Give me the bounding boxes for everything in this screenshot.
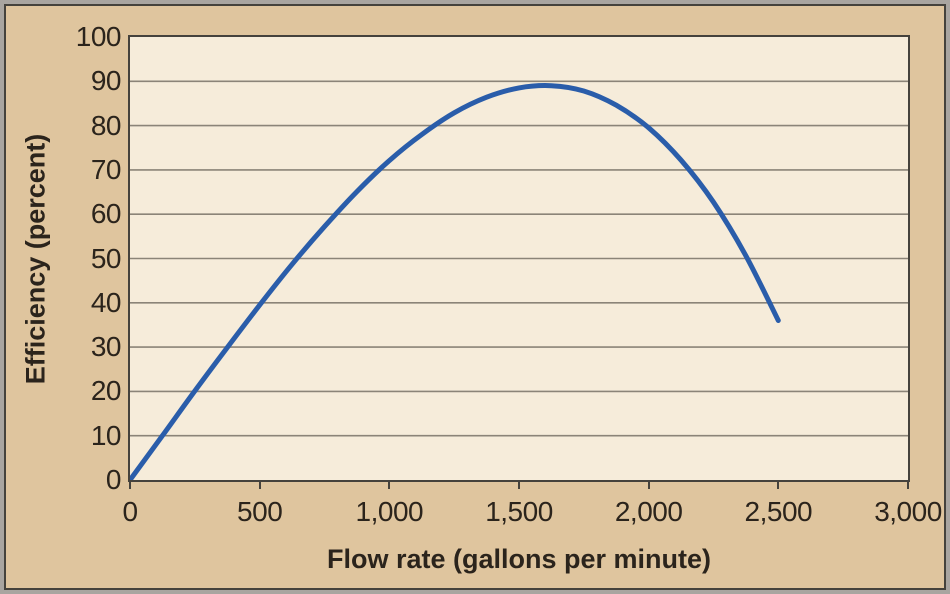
y-axis-title: Efficiency (percent) (20, 133, 51, 385)
x-tick-label-1500: 1,500 (485, 496, 553, 527)
curve-canvas (130, 80, 908, 480)
plot-area (128, 35, 910, 482)
x-tick-label-0: 0 (122, 496, 138, 527)
x-tick-mark-2500 (777, 482, 780, 489)
y-tick-label-20: 20 (90, 375, 122, 407)
y-tick-label-70: 70 (90, 153, 122, 185)
y-tick-label-0: 0 (105, 464, 122, 495)
y-tick-label-100: 100 (75, 21, 122, 52)
pump-efficiency-curve (130, 83, 781, 480)
x-tick-mark-500 (258, 482, 261, 489)
y-tick-label-80: 80 (90, 109, 122, 141)
x-tick-label-500: 500 (237, 496, 283, 527)
x-tick-label-3000: 3,000 (874, 496, 942, 527)
x-tick-mark-1000 (388, 482, 391, 489)
y-tick-label-90: 90 (90, 65, 122, 97)
x-tick-mark-3000 (907, 482, 909, 489)
x-tick-label-2500: 2,500 (744, 496, 813, 527)
x-tick-label-2000: 2,000 (614, 496, 683, 527)
x-tick-mark-0 (129, 482, 131, 489)
x-axis-title: Flow rate (gallons per minute) (326, 544, 712, 574)
x-tick-mark-2000 (647, 482, 650, 489)
y-tick-label-30: 30 (90, 331, 122, 363)
y-tick-label-60: 60 (90, 198, 122, 230)
x-tick-label-1000: 1,000 (355, 496, 424, 527)
y-tick-label-10: 10 (90, 419, 122, 451)
y-tick-label-40: 40 (90, 286, 122, 318)
y-tick-label-50: 50 (90, 242, 122, 274)
x-tick-mark-1500 (518, 482, 520, 489)
